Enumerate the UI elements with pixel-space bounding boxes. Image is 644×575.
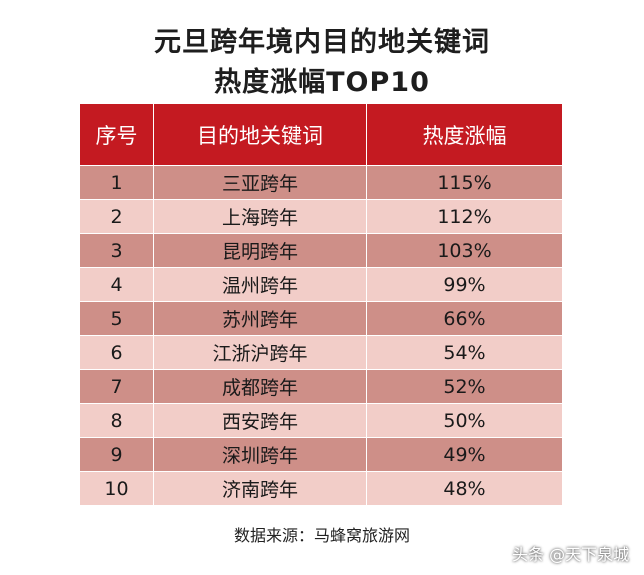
destination-cell: 西安跨年 xyxy=(153,403,367,438)
heat-increase-cell: 54% xyxy=(366,335,563,370)
heat-increase-cell: 66% xyxy=(366,301,563,336)
chart-title-line-1: 元旦跨年境内目的地关键词 xyxy=(154,27,490,58)
table-row: 4 温州跨年 99% xyxy=(79,267,563,302)
header-heat-increase: 热度涨幅 xyxy=(366,103,563,166)
destination-cell: 上海跨年 xyxy=(153,199,367,234)
header-destination-keyword: 目的地关键词 xyxy=(153,103,367,166)
rank-cell: 5 xyxy=(79,301,154,336)
destination-cell: 深圳跨年 xyxy=(153,437,367,472)
table-row: 1 三亚跨年 115% xyxy=(79,165,563,200)
table-row: 5 苏州跨年 66% xyxy=(79,301,563,336)
rank-cell: 10 xyxy=(79,471,154,506)
table-body: 1 三亚跨年 115% 2 上海跨年 112% 3 昆明跨年 103% 4 温州跨年 99% 5 苏州跨年… xyxy=(79,165,563,506)
heat-increase-cell: 115% xyxy=(366,165,563,200)
table-row: 6 江浙沪跨年 54% xyxy=(79,335,563,370)
data-source-note: 数据来源：马蜂窝旅游网 xyxy=(233,526,410,545)
table-row: 8 西安跨年 50% xyxy=(79,403,563,438)
heat-increase-cell: 99% xyxy=(366,267,563,302)
rank-cell: 6 xyxy=(79,335,154,370)
watermark: 头条 @天下泉城 xyxy=(512,545,630,564)
destination-cell: 江浙沪跨年 xyxy=(153,335,367,370)
rank-cell: 3 xyxy=(79,233,154,268)
heat-increase-cell: 49% xyxy=(366,437,563,472)
ranking-table: 序号 目的地关键词 热度涨幅 1 三亚跨年 115% 2 上海跨年 112% 3 昆明跨年 10… xyxy=(79,103,563,506)
table-row: 2 上海跨年 112% xyxy=(79,199,563,234)
table-row: 10 济南跨年 48% xyxy=(79,471,563,506)
rank-cell: 7 xyxy=(79,369,154,404)
chart-title-line-2: 热度涨幅TOP10 xyxy=(214,67,430,98)
rank-cell: 2 xyxy=(79,199,154,234)
rank-cell: 9 xyxy=(79,437,154,472)
destination-cell: 温州跨年 xyxy=(153,267,367,302)
destination-cell: 昆明跨年 xyxy=(153,233,367,268)
table-row: 9 深圳跨年 49% xyxy=(79,437,563,472)
destination-cell: 三亚跨年 xyxy=(153,165,367,200)
table-row: 3 昆明跨年 103% xyxy=(79,233,563,268)
table-header-row: 序号 目的地关键词 热度涨幅 xyxy=(79,103,563,166)
destination-cell: 济南跨年 xyxy=(153,471,367,506)
heat-increase-cell: 50% xyxy=(366,403,563,438)
header-rank: 序号 xyxy=(79,103,154,166)
rank-cell: 8 xyxy=(79,403,154,438)
heat-increase-cell: 48% xyxy=(366,471,563,506)
heat-increase-cell: 52% xyxy=(366,369,563,404)
table-row: 7 成都跨年 52% xyxy=(79,369,563,404)
destination-cell: 成都跨年 xyxy=(153,369,367,404)
destination-cell: 苏州跨年 xyxy=(153,301,367,336)
rank-cell: 4 xyxy=(79,267,154,302)
heat-increase-cell: 103% xyxy=(366,233,563,268)
rank-cell: 1 xyxy=(79,165,154,200)
heat-increase-cell: 112% xyxy=(366,199,563,234)
